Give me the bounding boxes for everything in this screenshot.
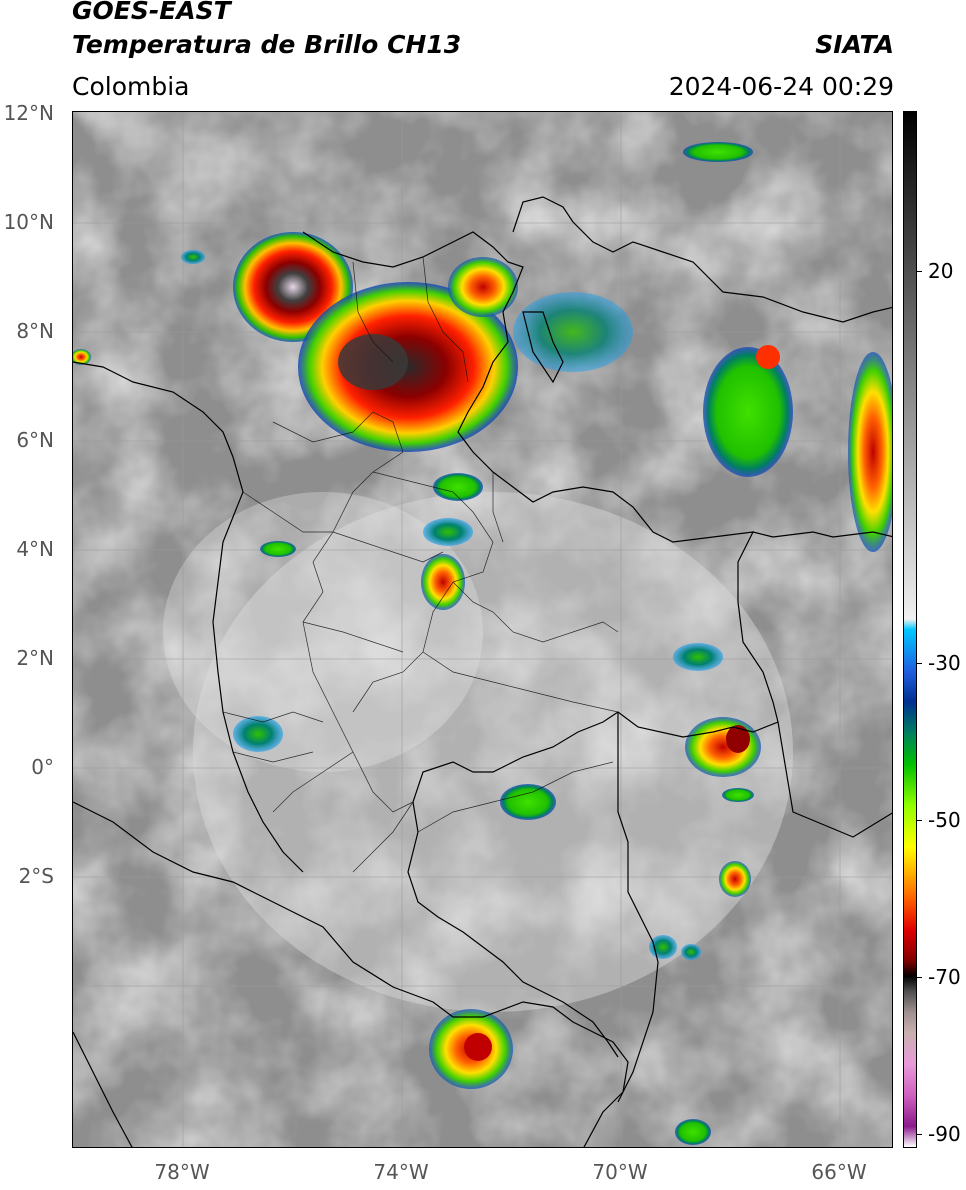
colorbar-tick: [917, 663, 922, 664]
product-title: Temperatura de Brillo CH13: [72, 30, 462, 59]
lon-label-66w: 66°W: [811, 1160, 867, 1184]
lat-label-2s: 2°S: [18, 864, 54, 888]
country-borders: [73, 196, 892, 1147]
storm-cells: [73, 142, 892, 1145]
colorbar-label-minus50: -50: [928, 808, 961, 832]
colorbar: [903, 111, 917, 1148]
lon-label-70w: 70°W: [592, 1160, 648, 1184]
satellite-title: GOES-EAST: [72, 0, 231, 25]
colorbar-label-minus30: -30: [928, 651, 961, 675]
colorbar-tick: [917, 271, 922, 272]
colorbar-label-20: 20: [928, 259, 954, 283]
colorbar-tick: [917, 820, 922, 821]
lat-label-0: 0°: [31, 755, 54, 779]
lon-label-74w: 74°W: [373, 1160, 429, 1184]
lat-label-6n: 6°N: [16, 428, 54, 452]
satellite-map[interactable]: [72, 111, 893, 1148]
lat-label-10n: 10°N: [3, 210, 54, 234]
lat-label-8n: 8°N: [16, 319, 54, 343]
colorbar-label-minus70: -70: [928, 965, 961, 989]
map-canvas: [73, 112, 892, 1147]
lat-label-12n: 12°N: [3, 101, 54, 125]
region-label: Colombia: [72, 72, 190, 101]
lat-label-4n: 4°N: [16, 537, 54, 561]
organization-label: SIATA: [815, 30, 894, 59]
grid-lines: [73, 112, 892, 1147]
lon-label-78w: 78°W: [154, 1160, 210, 1184]
datetime-label: 2024-06-24 00:29: [668, 72, 894, 101]
colorbar-tick: [917, 1134, 922, 1135]
lat-label-2n: 2°N: [16, 646, 54, 670]
colorbar-tick: [917, 977, 922, 978]
department-borders: [222, 256, 619, 873]
colorbar-label-minus90: -90: [928, 1122, 961, 1146]
